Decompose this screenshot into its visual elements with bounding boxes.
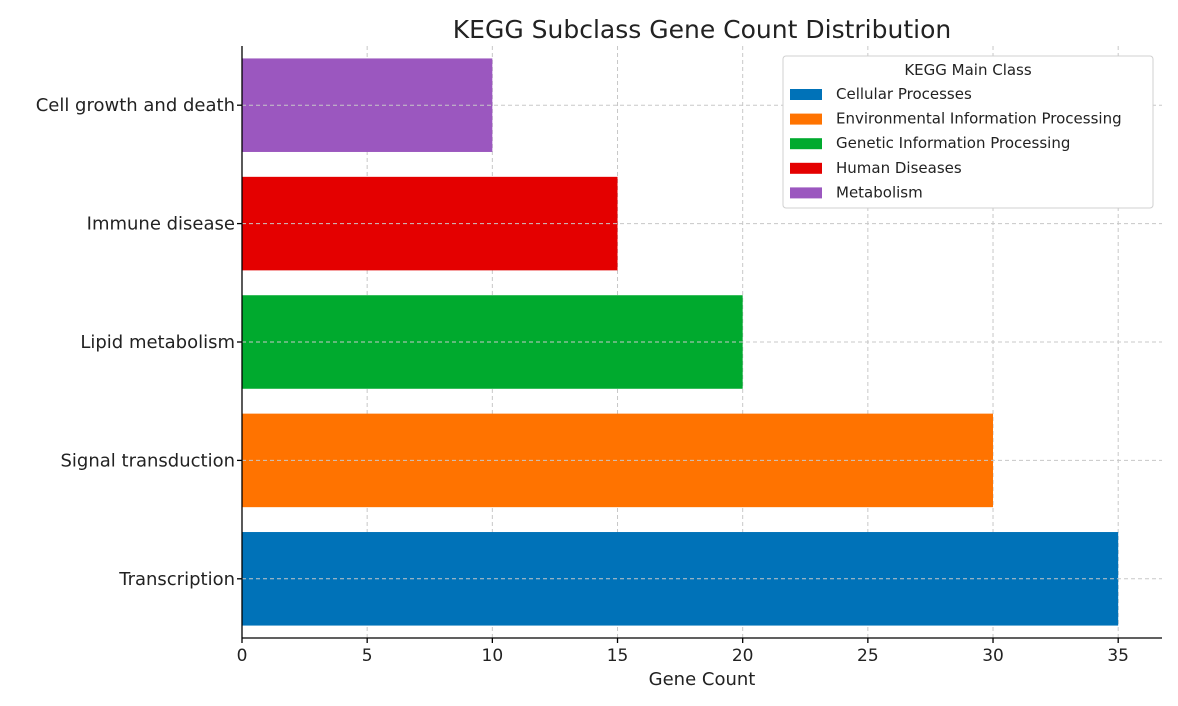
x-ticks: 0 5 10 15 20 25 30 35 [237, 638, 1129, 666]
legend-title: KEGG Main Class [904, 61, 1032, 79]
legend-label: Environmental Information Processing [836, 110, 1122, 128]
legend-entries: Cellular Processes Environmental Informat… [790, 85, 1122, 201]
x-axis-label: Gene Count [649, 669, 756, 690]
legend-swatch [790, 138, 822, 150]
y-category-label: Signal transduction [61, 450, 236, 471]
chart-title: KEGG Subclass Gene Count Distribution [453, 15, 951, 44]
y-category-label: Lipid metabolism [80, 332, 235, 353]
y-categories: Transcription Signal transduction Lipid me… [36, 95, 242, 590]
x-tick-label: 5 [362, 646, 373, 666]
legend: KEGG Main Class Cellular Processes Enviro… [782, 55, 1154, 209]
legend-swatch [790, 89, 822, 100]
legend-label: Human Diseases [836, 159, 962, 177]
legend-label: Metabolism [836, 183, 923, 201]
legend-swatch [790, 187, 822, 199]
y-category-label: Transcription [118, 569, 235, 590]
legend-frame [782, 55, 1154, 209]
bar [242, 58, 493, 152]
x-tick-label: 10 [482, 646, 504, 666]
legend-label: Genetic Information Processing [836, 134, 1070, 152]
x-tick-label: 30 [982, 646, 1004, 666]
x-tick-label: 20 [732, 646, 754, 666]
x-tick-label: 0 [237, 646, 248, 666]
x-tick-label: 35 [1107, 646, 1129, 666]
legend-swatch [790, 113, 822, 125]
x-tick-label: 15 [607, 646, 629, 666]
legend-swatch [790, 162, 822, 174]
y-category-label: Immune disease [87, 214, 235, 235]
bar [242, 176, 618, 271]
bar [242, 295, 743, 389]
y-category-label: Cell growth and death [36, 95, 235, 116]
x-tick-label: 25 [857, 646, 879, 666]
legend-label: Cellular Processes [836, 85, 972, 103]
